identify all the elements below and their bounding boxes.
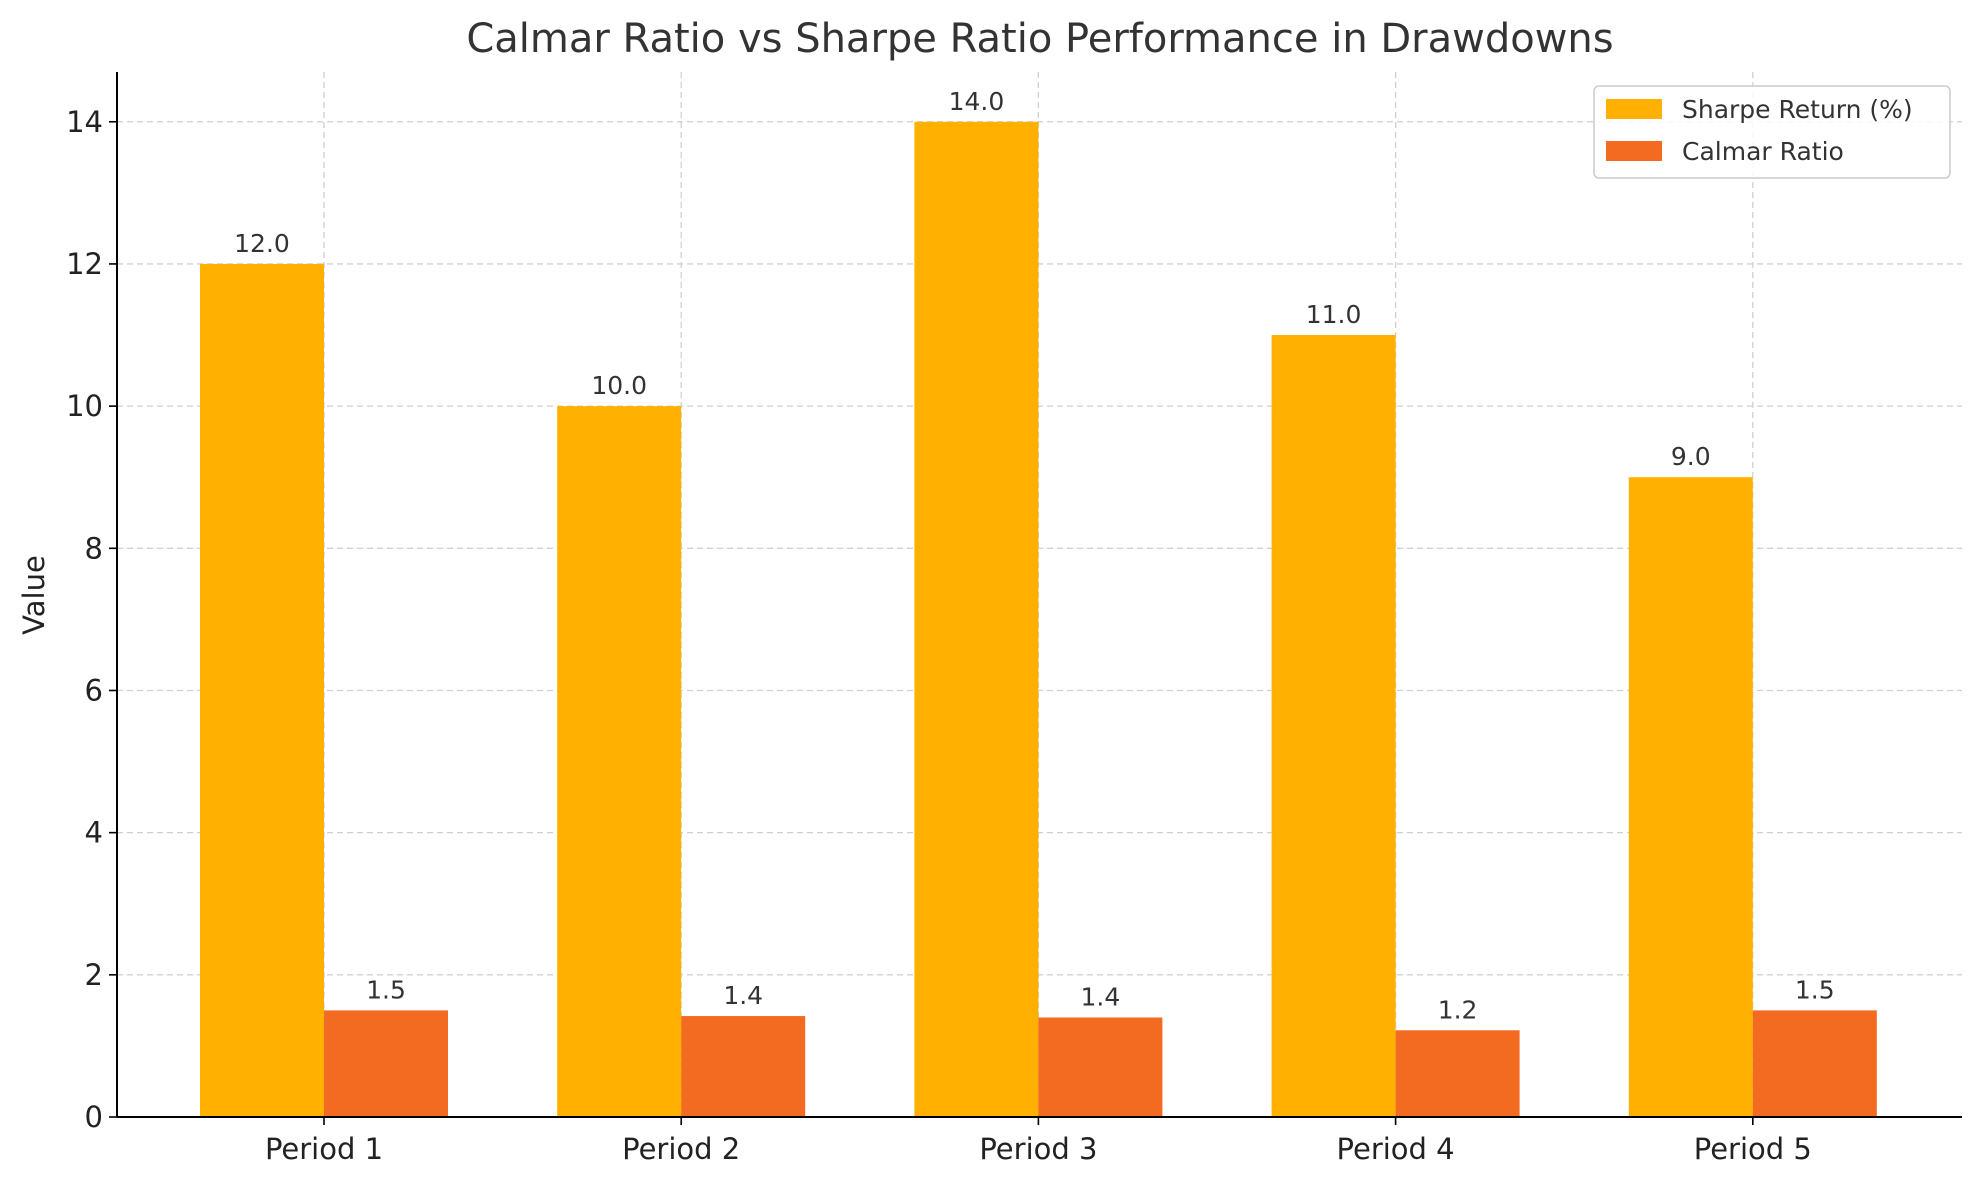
y-tick-label: 4 [85,816,103,850]
y-axis-label: Value [17,555,51,635]
legend-label: Calmar Ratio [1682,137,1844,166]
bar-calmar-ratio [324,1010,448,1117]
value-label-sharpe: 11.0 [1306,300,1362,329]
value-label-calmar: 1.5 [1795,975,1835,1004]
x-tick-label: Period 1 [265,1132,383,1166]
value-label-sharpe: 14.0 [949,87,1005,116]
value-label-sharpe: 9.0 [1671,442,1711,471]
chart-title: Calmar Ratio vs Sharpe Ratio Performance… [466,16,1613,62]
y-tick-label: 2 [85,958,103,992]
legend: Sharpe Return (%) Calmar Ratio [1593,85,1951,179]
bars [200,121,1877,1118]
x-tick-label: Period 5 [1694,1132,1812,1166]
value-label-sharpe: 10.0 [591,371,647,400]
y-tick-label: 8 [85,531,103,565]
legend-swatch [1606,141,1662,161]
value-label-calmar: 1.4 [723,981,763,1010]
value-labels: 12.0 10.0 14.0 11.0 9.0 1.5 1.4 1.4 1.2 1.5 [234,87,1835,1025]
axes: 0 2 4 6 8 10 12 14 Period 1 Period 2 Period 3 Perio… [66,72,1962,1166]
x-tick-label: Period 4 [1337,1132,1455,1166]
x-tick-label: Period 3 [979,1132,1097,1166]
bar-sharpe-return [200,263,324,1117]
legend-box [1593,85,1951,179]
value-label-calmar: 1.4 [1081,982,1121,1011]
y-tick-label: 6 [85,673,103,707]
legend-swatch [1606,99,1662,119]
bar-calmar-ratio [1395,1030,1520,1117]
y-tick-label: 0 [85,1100,103,1134]
bar-sharpe-return [557,406,682,1118]
bar-calmar-ratio [1038,1017,1163,1117]
value-label-calmar: 1.2 [1438,995,1478,1024]
bar-sharpe-return [914,121,1039,1117]
bar-sharpe-return [1628,477,1753,1117]
bar-sharpe-return [1271,335,1396,1117]
y-tick-label: 10 [66,389,103,423]
y-tick-label: 14 [66,105,103,139]
bar-calmar-ratio [681,1016,806,1117]
bar-calmar-ratio [1752,1010,1877,1117]
value-label-sharpe: 12.0 [234,229,290,258]
y-tick-label: 12 [66,247,103,281]
legend-label: Sharpe Return (%) [1682,95,1913,124]
value-label-calmar: 1.5 [366,975,406,1004]
x-tick-label: Period 2 [622,1132,740,1166]
